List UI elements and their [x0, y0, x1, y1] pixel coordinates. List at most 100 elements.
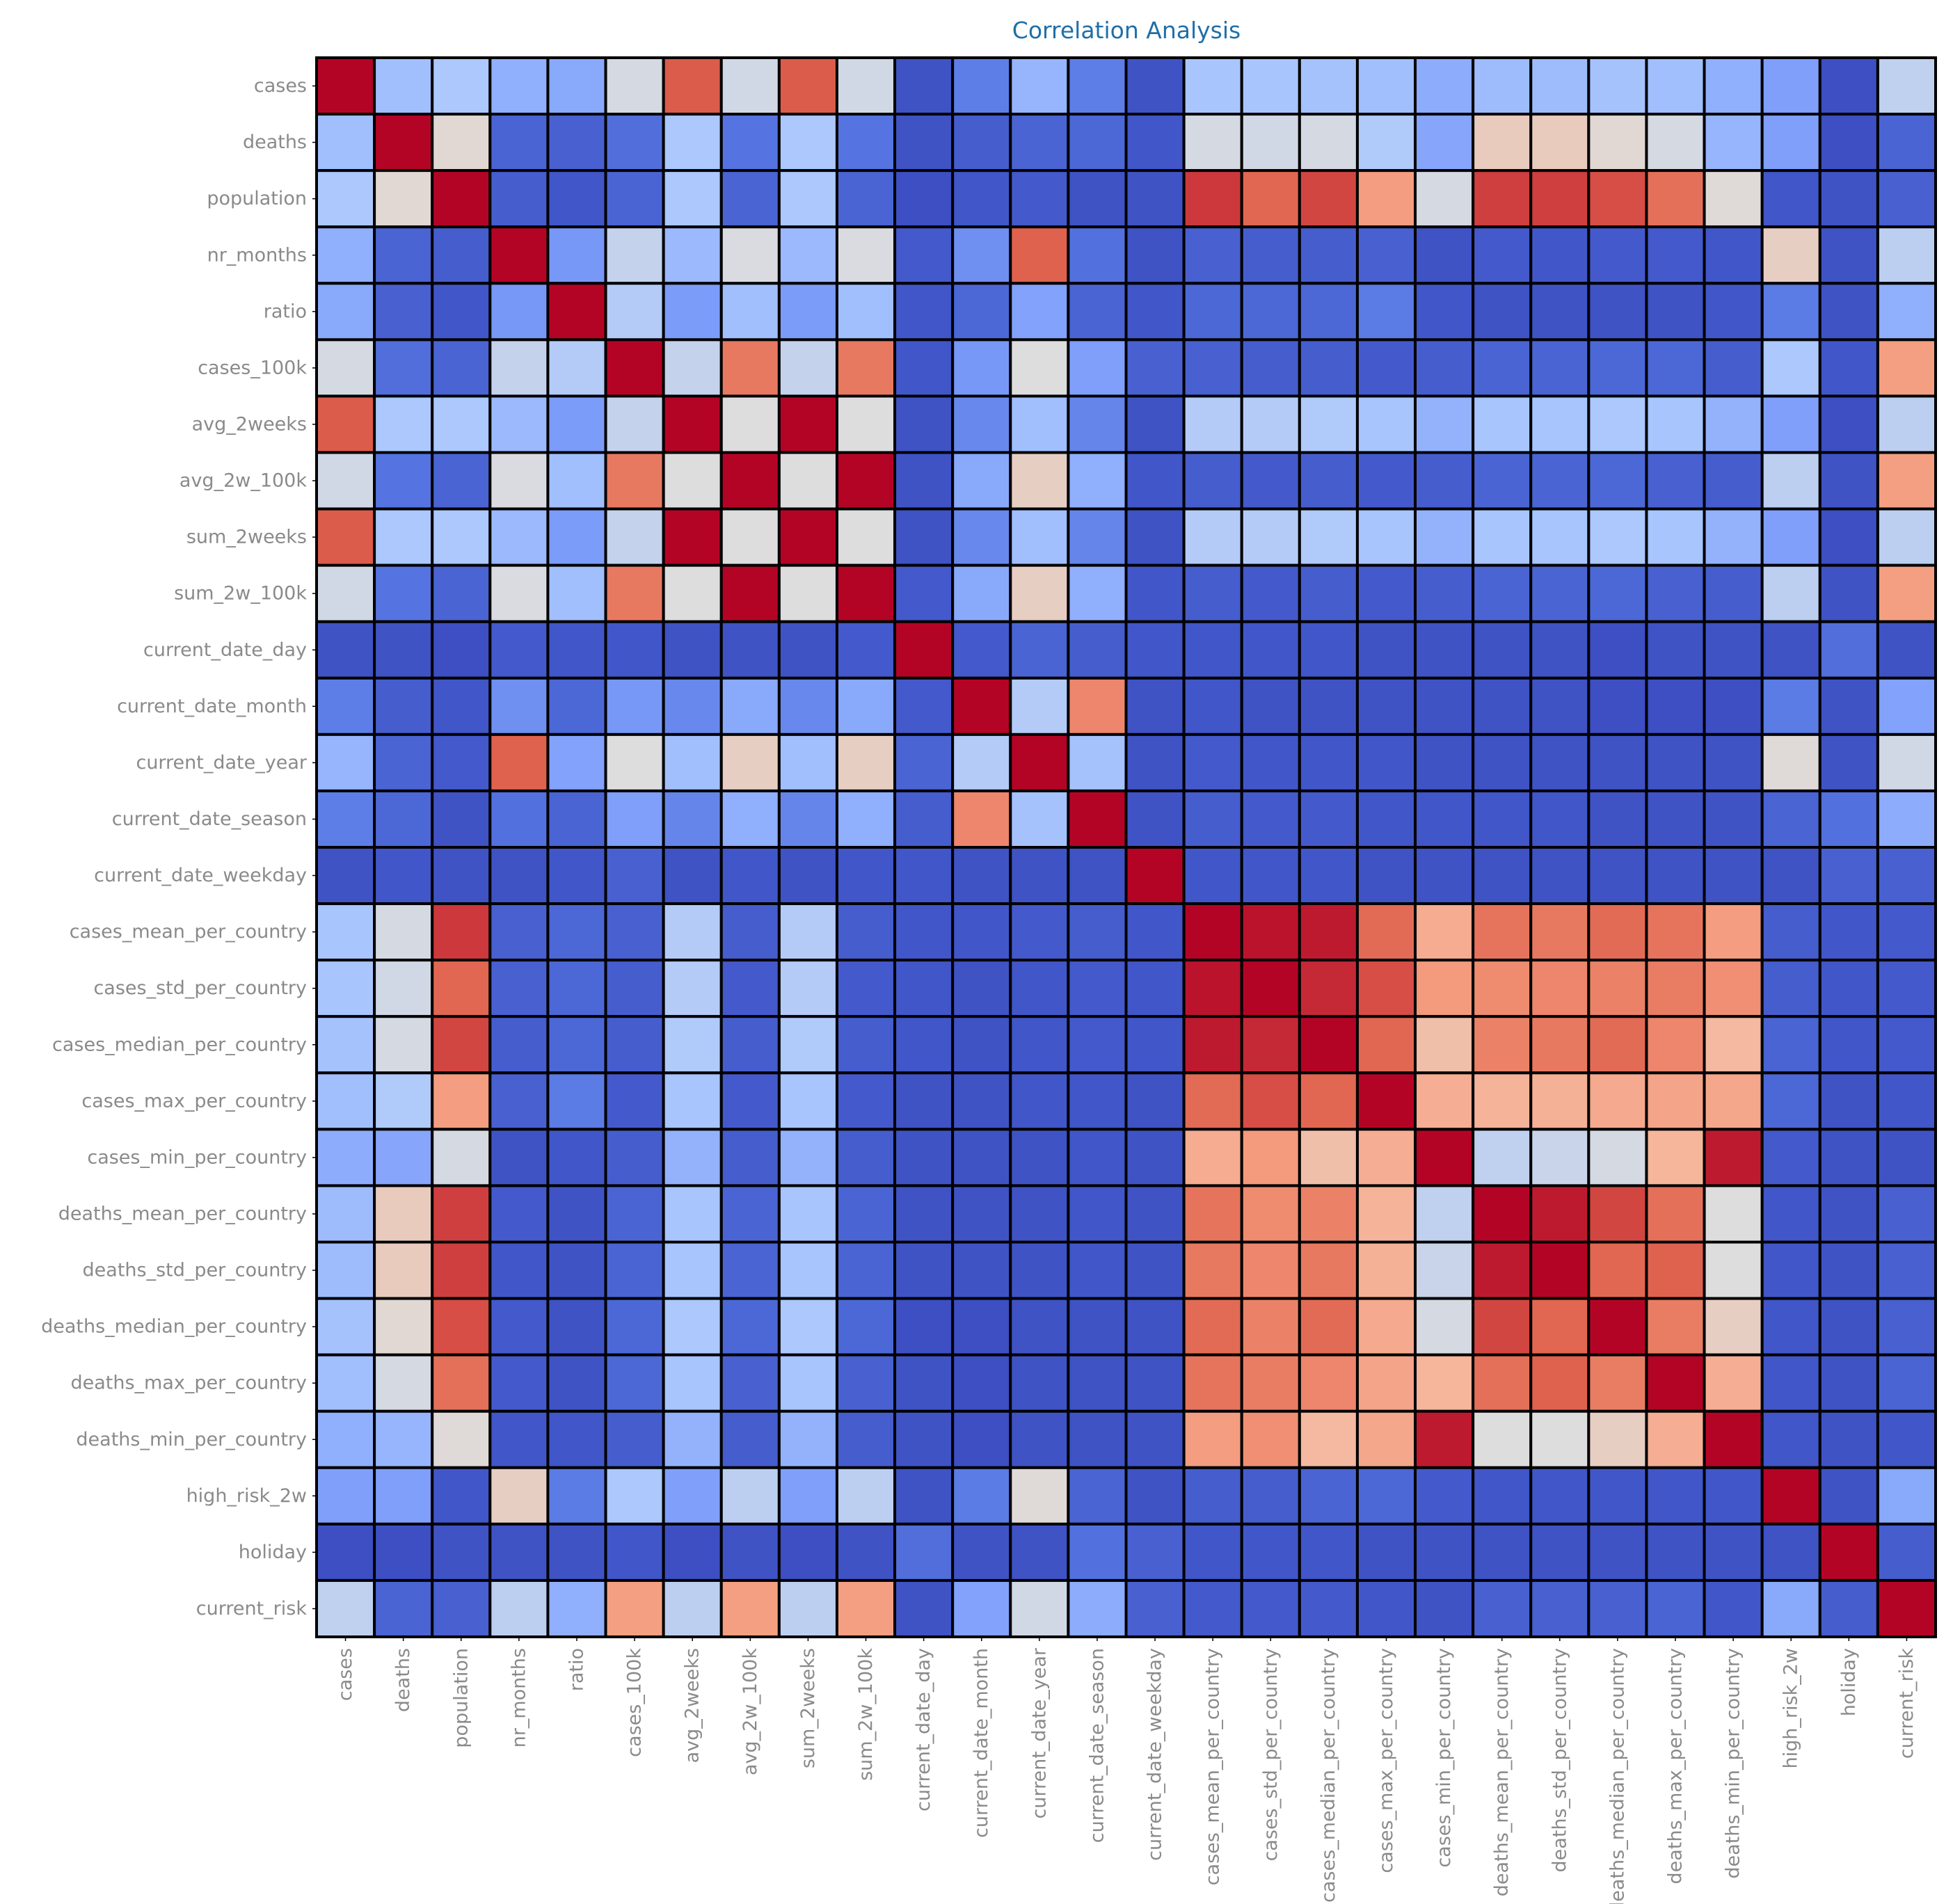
heatmap-cell-nr_months-current_date_season: [1067, 225, 1128, 285]
heatmap-cell-nr_months-current_risk: [1876, 225, 1937, 285]
heatmap-cell-current_date_month-avg_2w_100k: [719, 676, 781, 736]
heatmap-cell-deaths_mean_per_country-nr_months: [488, 1184, 550, 1244]
heatmap-cell-high_risk_2w-cases_median_per_country: [1298, 1466, 1359, 1526]
heatmap-cell-deaths-deaths: [373, 113, 434, 173]
heatmap-cell-cases_median_per_country-nr_months: [488, 1015, 550, 1075]
heatmap-cell-current_risk-high_risk_2w: [1760, 1578, 1822, 1638]
heatmap-cell-current_date_month-sum_2weeks: [777, 676, 838, 736]
heatmap-cell-population-deaths_std_per_country: [1529, 169, 1591, 229]
heatmap-cell-cases_min_per_country-nr_months: [488, 1128, 550, 1187]
x-tick-label: current_risk: [1896, 1648, 1918, 1759]
heatmap-cell-current_date_season-deaths_mean_per_country: [1472, 789, 1533, 849]
x-tick-label: current_date_month: [971, 1648, 992, 1838]
heatmap-cell-avg_2weeks-holiday: [1818, 394, 1879, 454]
heatmap-cell-cases-deaths_mean_per_country: [1472, 56, 1533, 116]
heatmap-cell-current_risk-deaths_min_per_country: [1703, 1578, 1764, 1638]
heatmap-cell-deaths-deaths_min_per_country: [1703, 113, 1764, 173]
x-tick-label: deaths_min_per_country: [1723, 1648, 1744, 1879]
heatmap-cell-current_date_day-cases_min_per_country: [1414, 620, 1475, 680]
heatmap-cell-avg_2w_100k-current_date_year: [1009, 451, 1070, 511]
heatmap-cell-current_date_year-sum_2w_100k: [835, 733, 897, 792]
heatmap-cell-avg_2weeks-deaths_max_per_country: [1645, 394, 1706, 454]
heatmap-cell-deaths_max_per_country-cases_mean_per_country: [1182, 1353, 1243, 1413]
heatmap-cell-cases-deaths_max_per_country: [1645, 56, 1706, 116]
heatmap-cell-cases_mean_per_country-deaths_mean_per_country: [1472, 902, 1533, 962]
heatmap-cell-cases_mean_per_country-current_date_year: [1009, 902, 1070, 962]
heatmap-cell-sum_2w_100k-cases: [315, 563, 376, 623]
heatmap-cell-cases-deaths_min_per_country: [1703, 56, 1764, 116]
heatmap-cell-deaths_mean_per_country-cases_std_per_country: [1240, 1184, 1301, 1244]
heatmap-cell-deaths_mean_per_country-sum_2w_100k: [835, 1184, 897, 1244]
heatmap-cell-deaths_mean_per_country-current_date_year: [1009, 1184, 1070, 1244]
heatmap-cell-nr_months-cases_median_per_country: [1298, 225, 1359, 285]
heatmap-cell-current_date_year-cases_max_per_country: [1355, 733, 1417, 792]
heatmap-cell-current_date_season-cases_median_per_country: [1298, 789, 1359, 849]
heatmap-cell-deaths_median_per_country-sum_2weeks: [777, 1297, 838, 1357]
heatmap-cell-cases_mean_per_country-deaths_max_per_country: [1645, 902, 1706, 962]
heatmap-cell-current_date_season-high_risk_2w: [1760, 789, 1822, 849]
heatmap-cell-population-deaths_min_per_country: [1703, 169, 1764, 229]
heatmap-cell-cases_100k-deaths_std_per_country: [1529, 338, 1591, 398]
heatmap-cell-deaths_max_per_country-high_risk_2w: [1760, 1353, 1822, 1413]
heatmap-cell-deaths_median_per_country-nr_months: [488, 1297, 550, 1357]
heatmap-cell-ratio-current_date_season: [1067, 282, 1128, 342]
heatmap-cell-avg_2weeks-cases_mean_per_country: [1182, 394, 1243, 454]
heatmap-cell-cases_median_per_country-deaths: [373, 1015, 434, 1075]
heatmap-cell-current_date_month-cases_100k: [604, 676, 665, 736]
heatmap-cell-current_date_day-current_date_year: [1009, 620, 1070, 680]
heatmap-cell-cases_min_per_country-deaths_std_per_country: [1529, 1128, 1591, 1187]
heatmap-cell-deaths-current_date_month: [951, 113, 1012, 173]
heatmap-cell-deaths_min_per_country-nr_months: [488, 1409, 550, 1469]
heatmap-cell-current_date_year-nr_months: [488, 733, 550, 792]
heatmap-cell-current_date_month-cases_median_per_country: [1298, 676, 1359, 736]
heatmap-cell-sum_2w_100k-cases_min_per_country: [1414, 563, 1475, 623]
heatmap-cell-cases_mean_per_country-current_date_weekday: [1124, 902, 1186, 962]
heatmap-cell-cases_std_per_country-deaths_mean_per_country: [1472, 959, 1533, 1018]
y-tick-label: high_risk_2w: [186, 1485, 307, 1507]
heatmap-cell-current_date_day-deaths_mean_per_country: [1472, 620, 1533, 680]
heatmap-cell-holiday-avg_2w_100k: [719, 1522, 781, 1582]
y-tick-label: current_date_year: [136, 752, 307, 774]
heatmap-cell-deaths_median_per_country-cases_max_per_country: [1355, 1297, 1417, 1357]
heatmap-cell-deaths_min_per_country-avg_2weeks: [662, 1409, 723, 1469]
heatmap-cells: [315, 56, 1937, 1638]
heatmap-cell-cases-current_risk: [1876, 56, 1937, 116]
heatmap-cell-sum_2w_100k-nr_months: [488, 563, 550, 623]
x-tick-label: cases_mean_per_country: [1202, 1648, 1224, 1885]
heatmap-cell-deaths_std_per_country-current_date_season: [1067, 1240, 1128, 1300]
heatmap-cell-current_date_day-avg_2weeks: [662, 620, 723, 680]
heatmap-cell-cases_std_per_country-sum_2w_100k: [835, 959, 897, 1018]
heatmap-cell-holiday-nr_months: [488, 1522, 550, 1582]
heatmap-cell-deaths_min_per_country-cases_mean_per_country: [1182, 1409, 1243, 1469]
heatmap-cell-current_date_year-avg_2w_100k: [719, 733, 781, 792]
heatmap-cell-avg_2w_100k-cases_100k: [604, 451, 665, 511]
heatmap-cell-current_date_year-deaths_std_per_country: [1529, 733, 1591, 792]
heatmap-cell-cases_median_per_country-holiday: [1818, 1015, 1879, 1075]
heatmap-cell-sum_2w_100k-current_risk: [1876, 563, 1937, 623]
heatmap-cell-current_risk-population: [431, 1578, 492, 1638]
heatmap-cell-sum_2weeks-nr_months: [488, 507, 550, 567]
heatmap-cell-current_date_month-deaths: [373, 676, 434, 736]
heatmap-cell-current_risk-cases_max_per_country: [1355, 1578, 1417, 1638]
heatmap-cell-deaths_median_per_country-current_date_weekday: [1124, 1297, 1186, 1357]
x-tick-label: current_date_season: [1086, 1648, 1108, 1843]
heatmap-cell-current_date_day-current_date_month: [951, 620, 1012, 680]
heatmap-cell-deaths_std_per_country-holiday: [1818, 1240, 1879, 1300]
heatmap-cell-deaths-population: [431, 113, 492, 173]
heatmap-cell-current_date_month-current_risk: [1876, 676, 1937, 736]
heatmap-cell-cases_std_per_country-ratio: [546, 959, 607, 1018]
heatmap-cell-holiday-current_date_season: [1067, 1522, 1128, 1582]
heatmap-cell-cases_100k-nr_months: [488, 338, 550, 398]
heatmap-cell-ratio-deaths_std_per_country: [1529, 282, 1591, 342]
x-tick-label: current_date_day: [913, 1648, 934, 1811]
heatmap-cell-current_date_weekday-current_date_season: [1067, 846, 1128, 906]
heatmap-cell-deaths_std_per_country-deaths: [373, 1240, 434, 1300]
heatmap-cell-deaths_std_per_country-deaths_std_per_country: [1529, 1240, 1591, 1300]
heatmap-cell-cases_median_per_country-current_date_year: [1009, 1015, 1070, 1075]
heatmap-cell-deaths_median_per_country-high_risk_2w: [1760, 1297, 1822, 1357]
heatmap-cell-avg_2weeks-cases_std_per_country: [1240, 394, 1301, 454]
heatmap-cell-avg_2weeks-high_risk_2w: [1760, 394, 1822, 454]
heatmap-cell-avg_2weeks-cases_median_per_country: [1298, 394, 1359, 454]
heatmap-cell-deaths_min_per_country-ratio: [546, 1409, 607, 1469]
